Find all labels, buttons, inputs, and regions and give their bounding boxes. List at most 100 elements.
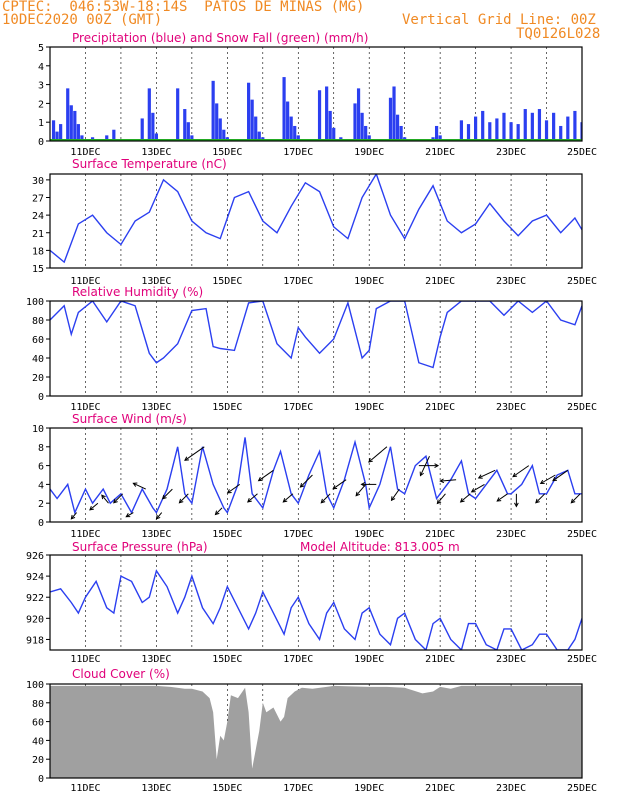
x-tick-label: 15DEC <box>212 529 242 540</box>
y-tick-label: 4 <box>38 480 44 491</box>
wind-arrow-head <box>539 479 545 485</box>
y-tick-label: 20 <box>32 755 44 766</box>
precip-bar <box>183 109 187 141</box>
precip-bar <box>488 122 492 141</box>
panel-title: Surface Wind (m/s) <box>72 412 187 426</box>
precip-bar <box>466 124 471 141</box>
y-tick-label: 920 <box>26 614 44 625</box>
y-tick-label: 40 <box>32 736 44 747</box>
y-tick-label: 80 <box>32 316 44 327</box>
wind-arrow <box>320 493 331 504</box>
precip-bar <box>537 109 542 141</box>
x-tick-label: 19DEC <box>354 529 384 540</box>
x-tick-label: 25DEC <box>567 276 597 287</box>
wind-arrow-head <box>570 498 576 504</box>
panel-title: Relative Humidity (%) <box>72 285 203 299</box>
precip-bar <box>80 135 84 141</box>
wind-arrow-head <box>257 476 263 482</box>
precip-bar <box>559 125 563 141</box>
y-tick-label: 100 <box>26 680 44 691</box>
run-date: 10DEC2020 00Z (GMT) <box>2 12 163 28</box>
x-tick-label: 19DEC <box>354 654 384 665</box>
precip-bar <box>154 133 158 141</box>
precip-bar <box>356 88 361 141</box>
x-tick-label: 21DEC <box>425 402 455 413</box>
precip-bar <box>388 97 393 141</box>
precip-bar <box>573 110 577 141</box>
wind-arrow-head <box>282 497 288 503</box>
wind-arrow-head <box>360 482 366 487</box>
wind-arrow <box>227 483 241 494</box>
y-tick-label: 10 <box>32 424 44 435</box>
y-tick-label: 4 <box>38 62 44 73</box>
wind-arrow-head <box>320 498 326 504</box>
precip-bar <box>215 103 219 141</box>
y-tick-label: 100 <box>26 297 44 308</box>
precip-bar <box>296 135 300 141</box>
wind-arrow <box>133 482 146 490</box>
y-tick-label: 8 <box>38 443 44 454</box>
y-tick-label: 20 <box>32 373 44 384</box>
y-tick-label: 27 <box>32 194 44 205</box>
wind-arrow-head <box>436 499 442 505</box>
cloud-cover-area <box>50 685 582 778</box>
x-tick-label: 17DEC <box>283 147 313 158</box>
wind-arrow <box>258 469 274 482</box>
precip-bar <box>293 125 297 141</box>
y-tick-label: 30 <box>32 176 44 187</box>
panel-frame <box>49 683 583 779</box>
precip-bar <box>481 110 485 141</box>
x-tick-label: 19DEC <box>354 402 384 413</box>
plot-area <box>50 77 582 141</box>
x-tick-label: 17DEC <box>283 529 313 540</box>
x-tick-label: 15DEC <box>212 654 242 665</box>
x-tick-label: 21DEC <box>425 783 455 794</box>
plot-area <box>50 569 582 650</box>
x-tick-label: 11DEC <box>70 276 100 287</box>
y-tick-label: 0 <box>38 137 44 148</box>
y-tick-label: 3 <box>38 81 44 92</box>
precip-bar <box>286 101 290 141</box>
precip-bar <box>353 103 357 141</box>
precip-bar <box>360 112 364 141</box>
series-line <box>50 569 582 650</box>
x-tick-label: 25DEC <box>567 402 597 413</box>
model-code: TQ0126L028 <box>516 26 601 42</box>
x-tick-label: 25DEC <box>567 147 597 158</box>
precip-bar <box>395 114 400 141</box>
wind-arrow <box>300 474 313 488</box>
wind-arrow-head <box>332 485 338 490</box>
x-tick-label: 17DEC <box>283 654 313 665</box>
wind-arrow-head <box>552 476 558 482</box>
precip-bar <box>502 112 506 141</box>
wind-arrow <box>496 493 508 502</box>
x-tick-label: 17DEC <box>283 402 313 413</box>
wind-arrow-head <box>439 478 445 484</box>
y-tick-label: 5 <box>38 43 44 54</box>
x-tick-label: 13DEC <box>141 783 171 794</box>
precip-bar <box>282 77 286 141</box>
y-tick-label: 80 <box>32 699 44 710</box>
panel-frame <box>49 554 583 651</box>
y-tick-label: 40 <box>32 354 44 365</box>
panel-annotation: Model Altitude: 813.005 m <box>300 540 460 554</box>
y-tick-label: 6 <box>38 462 44 473</box>
precip-bar <box>59 124 63 141</box>
panel-title: Cloud Cover (%) <box>72 667 170 681</box>
panel-frame <box>49 46 583 142</box>
x-tick-label: 25DEC <box>567 654 597 665</box>
x-tick-label: 13DEC <box>141 147 171 158</box>
wind-arrow <box>570 493 581 504</box>
wind-arrow-head <box>477 474 483 479</box>
precip-bar <box>516 124 520 141</box>
y-tick-label: 922 <box>26 593 44 604</box>
precip-bar <box>105 135 109 141</box>
y-tick-label: 0 <box>38 392 44 403</box>
precip-bar <box>509 122 513 141</box>
precip-bar <box>250 99 254 141</box>
precip-bar <box>147 88 151 141</box>
precip-bar <box>254 116 258 141</box>
plot-area <box>50 174 582 264</box>
x-tick-label: 11DEC <box>70 654 100 665</box>
wind-arrow-head <box>512 472 518 478</box>
